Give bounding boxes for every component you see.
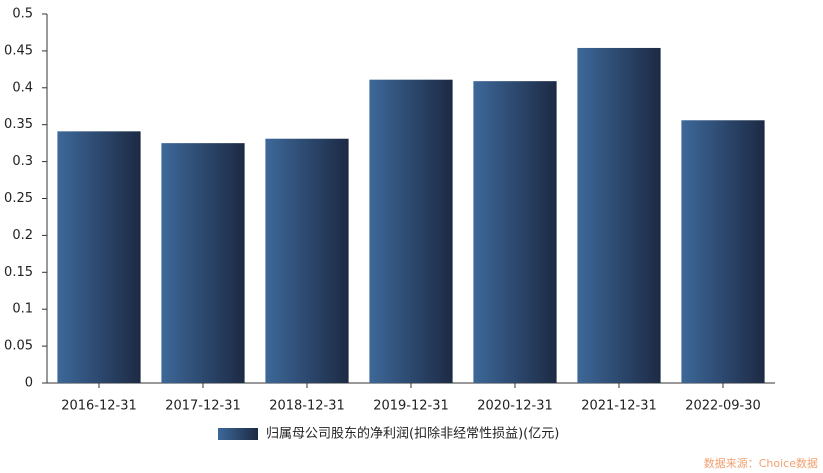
y-tick-label: 0.25 — [4, 191, 33, 206]
bar — [369, 79, 453, 383]
x-tick-label: 2020-12-31 — [477, 399, 553, 414]
y-tick-label: 0.5 — [12, 7, 33, 22]
legend-swatch — [218, 428, 258, 440]
x-tick-label: 2019-12-31 — [373, 399, 449, 414]
x-tick-label: 2022-09-30 — [685, 399, 761, 414]
bar — [265, 138, 349, 383]
y-tick-label: 0.45 — [4, 43, 33, 58]
x-tick-label: 2018-12-31 — [269, 399, 345, 414]
x-tick-label: 2017-12-31 — [165, 399, 241, 414]
y-tick-label: 0.1 — [12, 302, 33, 317]
y-tick-label: 0 — [25, 376, 33, 391]
bar — [473, 81, 557, 384]
bar — [681, 120, 765, 383]
bar — [161, 143, 245, 383]
x-tick-label: 2021-12-31 — [581, 399, 657, 414]
bar — [577, 47, 661, 383]
bar — [57, 131, 141, 383]
y-tick-label: 0.2 — [12, 228, 33, 243]
y-tick-label: 0.3 — [12, 154, 33, 169]
y-tick-label: 0.4 — [12, 80, 33, 95]
x-tick-label: 2016-12-31 — [61, 399, 137, 414]
source: 数据来源：Choice数据 — [704, 456, 818, 470]
y-tick-label: 0.15 — [4, 265, 33, 280]
legend-label: 归属母公司股东的净利润(扣除非经常性损益)(亿元) — [266, 426, 559, 442]
y-tick-label: 0.35 — [4, 117, 33, 132]
y-tick-label: 0.05 — [4, 339, 33, 354]
